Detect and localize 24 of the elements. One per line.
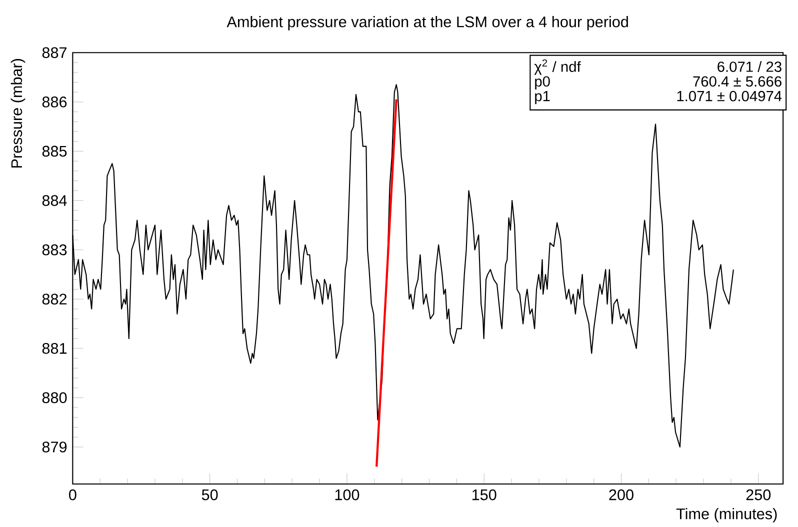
x-axis-title: Time (minutes)	[676, 508, 777, 522]
y-tick-label: 882	[42, 294, 67, 305]
annotation: 6.071 / 23	[718, 61, 782, 72]
annotation: 760.4 ± 5.666	[693, 76, 782, 87]
y-tick-label: 883	[42, 244, 67, 256]
y-tick-label: 880	[42, 392, 67, 404]
y-tick-label: 879	[42, 442, 67, 452]
y-axis-title: Pressure (mbar)	[10, 58, 26, 168]
x-tick-label: 200	[609, 489, 634, 500]
x-tick-label: 50	[202, 489, 218, 500]
annotation: p1	[535, 91, 550, 104]
annotation: χ$^{2}$ / ndf	[534, 59, 581, 75]
y-tick-label: 887	[42, 47, 67, 58]
chart-title: Ambient pressure variation at the LSM over a 4 hour period	[226, 16, 628, 30]
x-tick-label: 100	[335, 489, 360, 500]
x-tick-label: 250	[746, 489, 771, 500]
y-tick-label: 881	[42, 342, 67, 354]
annotation: 1.071 ± 0.04974	[677, 90, 782, 102]
y-tick-label: 884	[42, 195, 67, 206]
y-tick-label: 886	[42, 96, 67, 108]
x-tick-label: 150	[472, 489, 496, 500]
annotation: p0	[535, 76, 550, 90]
y-tick-label: 885	[42, 146, 67, 157]
x-tick-label: 0	[69, 489, 76, 500]
